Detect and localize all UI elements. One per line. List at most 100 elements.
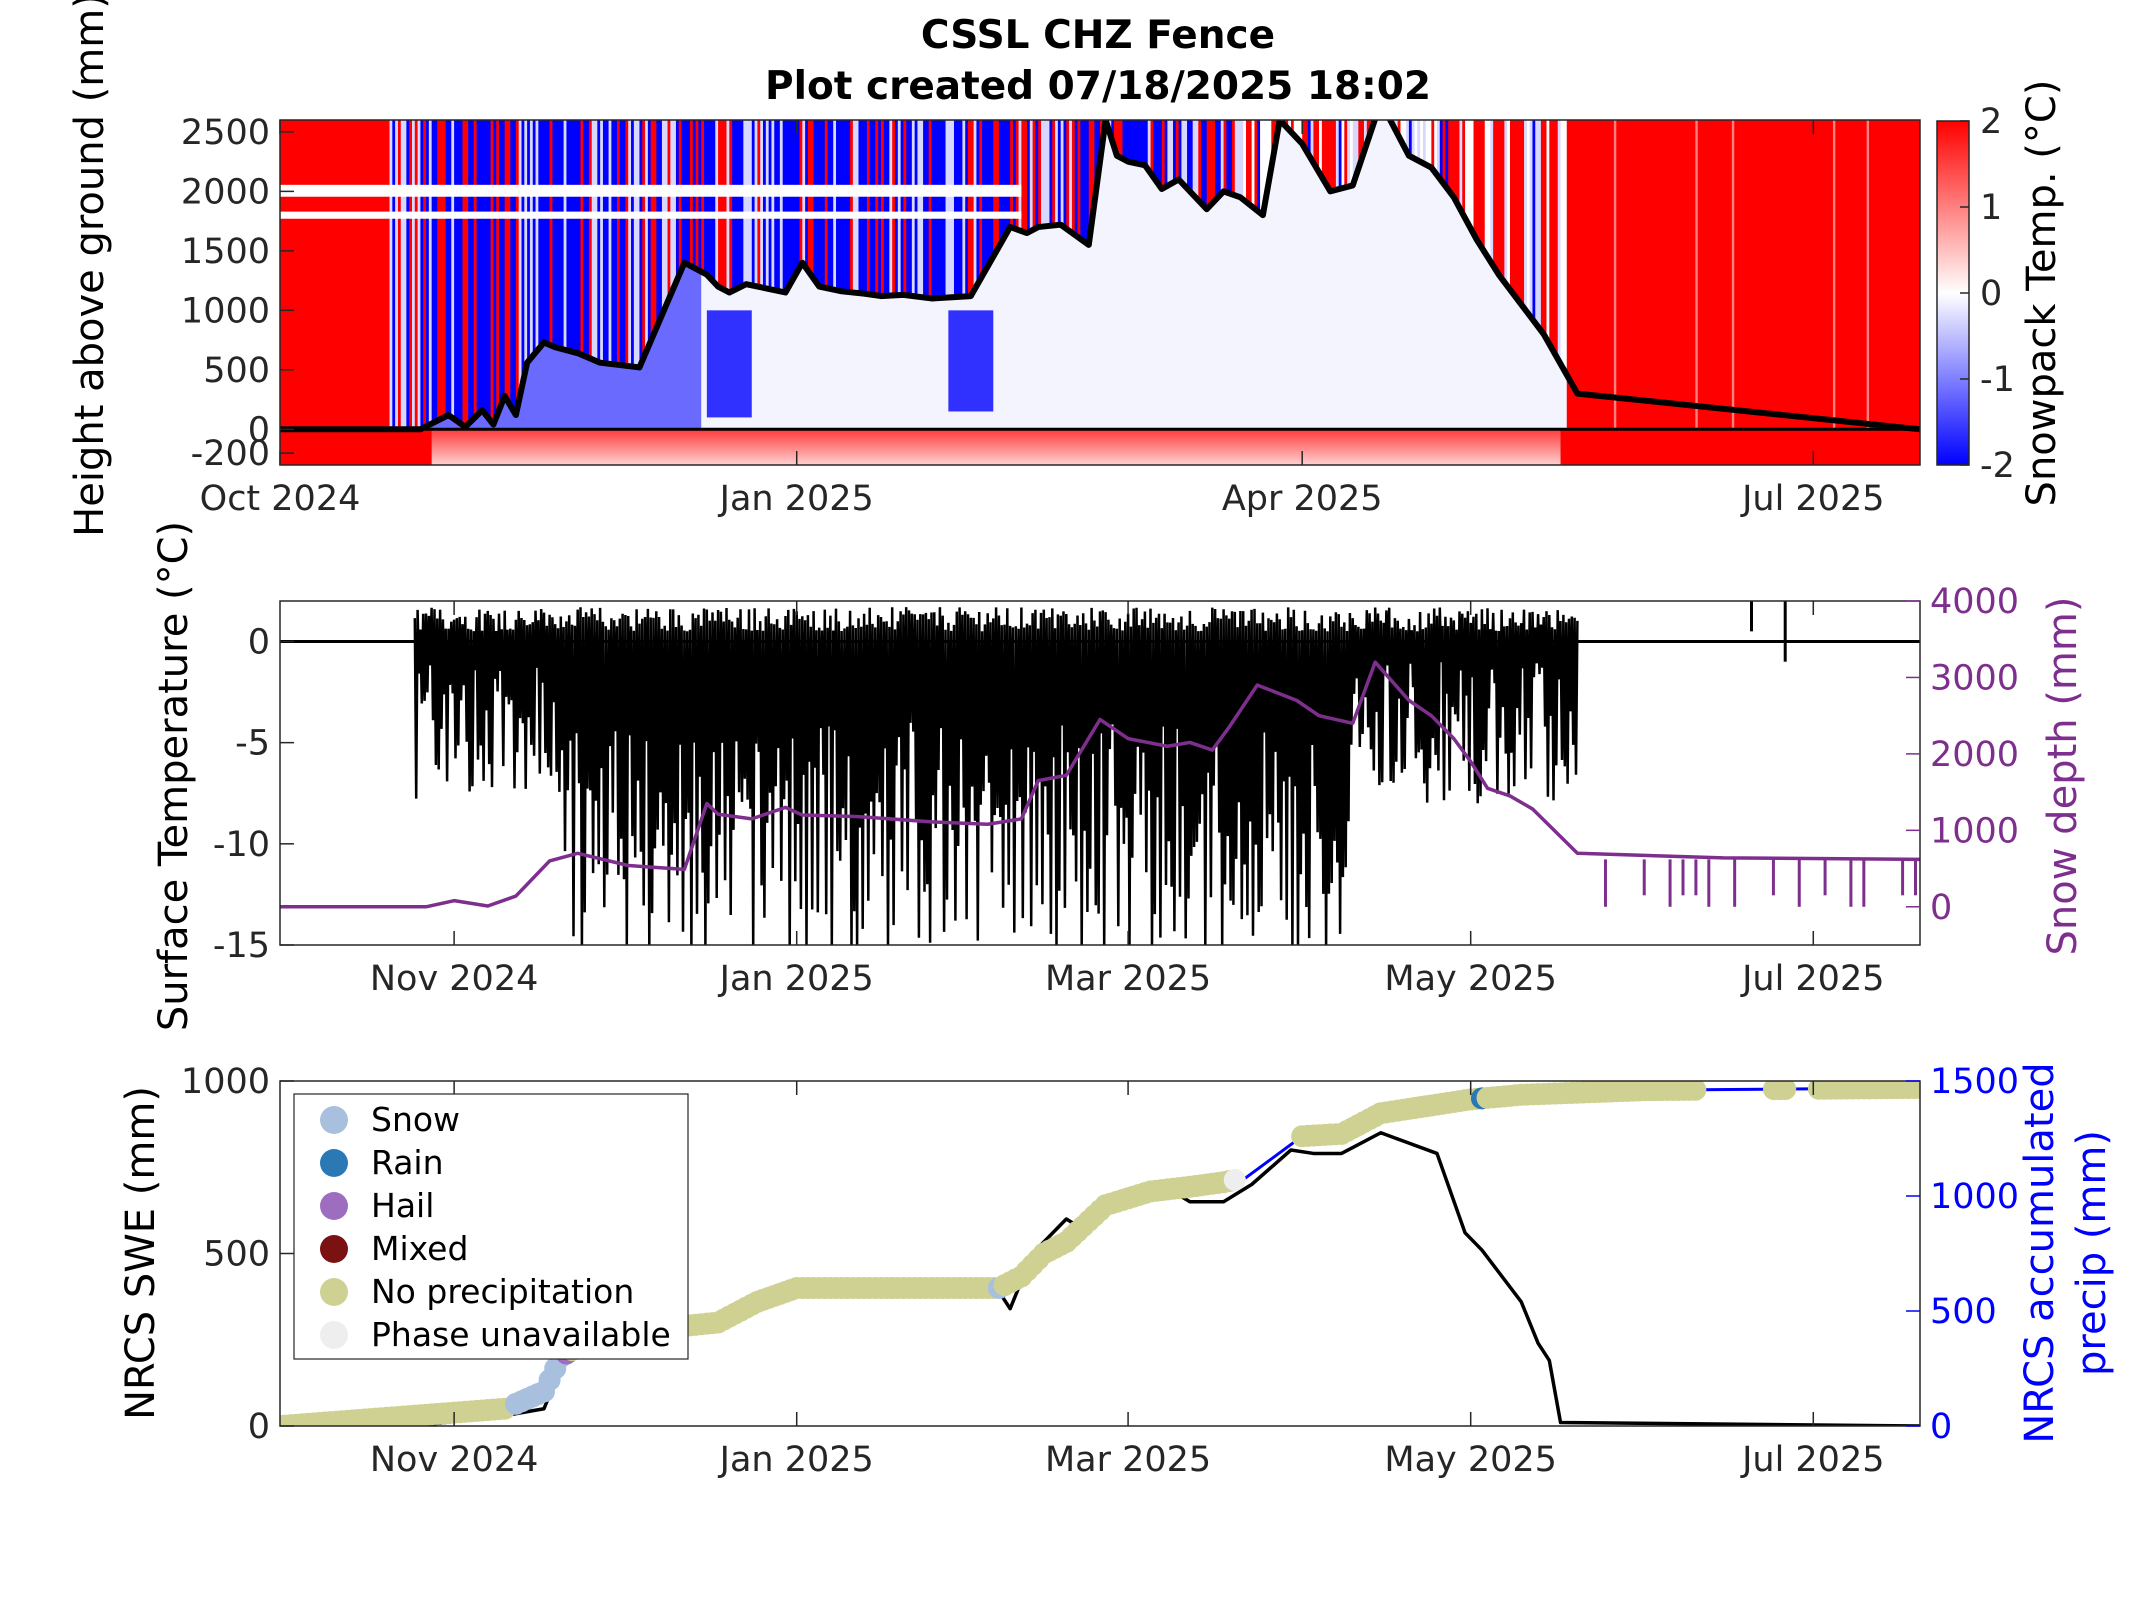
middle-x-ticks: Nov 2024 Jan 2025 Mar 2025 May 2025 Jul 2025 [370, 601, 1885, 999]
heatmap-air-column [1004, 120, 1008, 237]
heatmap-snow-column [504, 396, 509, 430]
heatmap-air-column [816, 120, 820, 283]
heatmap-air-column [1184, 120, 1188, 186]
heatmap-snow-column [1114, 146, 1118, 430]
heatmap-snow-column [1305, 148, 1309, 430]
heatmap-snow-column [1091, 224, 1095, 430]
legend-box [293, 1093, 689, 1360]
heatmap-air-column [1175, 120, 1180, 182]
heatmap-snow-column [830, 288, 834, 430]
middle-axes-box [279, 600, 1921, 946]
heatmap-air-column [1026, 120, 1031, 234]
heatmap-snow-column [1094, 203, 1098, 430]
heatmap-snow-column [586, 356, 590, 430]
heatmap-snow-column [1116, 155, 1121, 430]
heatmap-air-column [1408, 120, 1413, 156]
heatmap-air-column [1406, 120, 1410, 151]
heatmap-snow-column [574, 352, 579, 430]
heatmap-snow-column [1484, 252, 1489, 430]
heatmap-snow-column [1276, 135, 1281, 430]
heatmap-air-column [1015, 120, 1020, 230]
heatmap-snow-column [583, 355, 587, 430]
heatmap-air-column [409, 120, 413, 430]
heatmap-air-column [1560, 120, 1564, 364]
heatmap-air-column [487, 120, 492, 418]
heatmap-air-column [712, 120, 716, 281]
heatmap-air-column [869, 120, 874, 295]
heatmap-snow-column [451, 417, 455, 430]
heatmap-snow-column [1310, 158, 1315, 430]
heatmap-snow-column [1451, 193, 1455, 430]
heatmap-snow-column [1147, 169, 1152, 430]
heatmap-air-column [577, 120, 582, 354]
heatmap-air-column [1153, 120, 1157, 178]
heatmap-snow-column [1026, 233, 1031, 430]
heatmap-air-column [1192, 120, 1197, 195]
heatmap-snow-column [1439, 178, 1444, 430]
heatmap-air-column [973, 120, 978, 292]
heatmap-air-column [782, 120, 787, 292]
y-tick-label: 1000 [1930, 811, 2019, 851]
heatmap-snow-column [1251, 206, 1256, 430]
heatmap-air-column [563, 120, 568, 350]
heatmap-air-column [1436, 120, 1441, 176]
heatmap-air-column [895, 120, 899, 296]
heatmap-air-column [923, 120, 927, 298]
heatmap-air-column [1335, 120, 1340, 190]
heatmap-snow-column [855, 292, 860, 430]
heatmap-air-column [917, 120, 921, 297]
heatmap-snow-column [937, 298, 941, 430]
y-tick-label: -15 [213, 926, 270, 966]
heatmap-air-column [765, 120, 770, 289]
heatmap-snow-column [1394, 128, 1399, 430]
heatmap-snow-column [1111, 137, 1115, 430]
heatmap-air-column [1091, 120, 1095, 225]
heatmap-air-column [1316, 120, 1320, 168]
colorbar-tick-label: -2 [1980, 446, 2015, 486]
heatmap-snow-column [532, 355, 537, 430]
heatmap-snow-column [1085, 242, 1090, 430]
heatmap-air-column [473, 120, 478, 419]
heatmap-snow-column [998, 246, 1003, 430]
heatmap-snow-column [869, 294, 874, 430]
heatmap-snow-column [524, 375, 528, 430]
heatmap-air-column [482, 120, 486, 411]
heatmap-air-column [543, 120, 548, 343]
heatmap-air-column [1260, 120, 1264, 213]
x-tick-label: Jul 2025 [1740, 959, 1884, 999]
heatmap-air-column [939, 120, 944, 298]
heatmap-air-column [948, 120, 952, 298]
heatmap-snow-column [1560, 363, 1564, 430]
heatmap-snow-column [928, 298, 933, 430]
heatmap-snow-column [1392, 123, 1396, 430]
heatmap-snow-column [1198, 200, 1202, 430]
heatmap-snow-column [1243, 199, 1247, 430]
heatmap-snow-column [765, 288, 770, 430]
heatmap-snow-column [1029, 231, 1034, 430]
heatmap-snow-column [852, 292, 857, 430]
heatmap-air-column [1206, 120, 1211, 210]
heatmap-snow-column [1133, 162, 1138, 430]
heatmap-air-column [1018, 120, 1022, 231]
heatmap-snow-column [546, 343, 551, 430]
heatmap-air-column [709, 120, 714, 278]
heatmap-snow-column [892, 295, 896, 430]
heatmap-air-column [830, 120, 834, 289]
heatmap-air-column [605, 120, 610, 364]
heatmap-air-column [833, 120, 837, 290]
heatmap-air-column [420, 120, 424, 430]
y-tick-label: 1000 [181, 1062, 270, 1102]
heatmap-air-column [768, 120, 773, 289]
heatmap-air-column [953, 120, 958, 298]
y-tick-label: 3000 [1930, 658, 2019, 698]
heatmap-air-column [524, 120, 528, 376]
heatmap-air-column [1046, 120, 1051, 227]
heatmap-air-column [1465, 120, 1469, 219]
heatmap-snow-column [1414, 158, 1418, 430]
heatmap-air-column [951, 120, 955, 298]
heatmap-air-column [521, 120, 525, 389]
heatmap-snow-column [1015, 229, 1020, 430]
heatmap-snow-column [1223, 191, 1227, 430]
heatmap-air-column [586, 120, 590, 357]
